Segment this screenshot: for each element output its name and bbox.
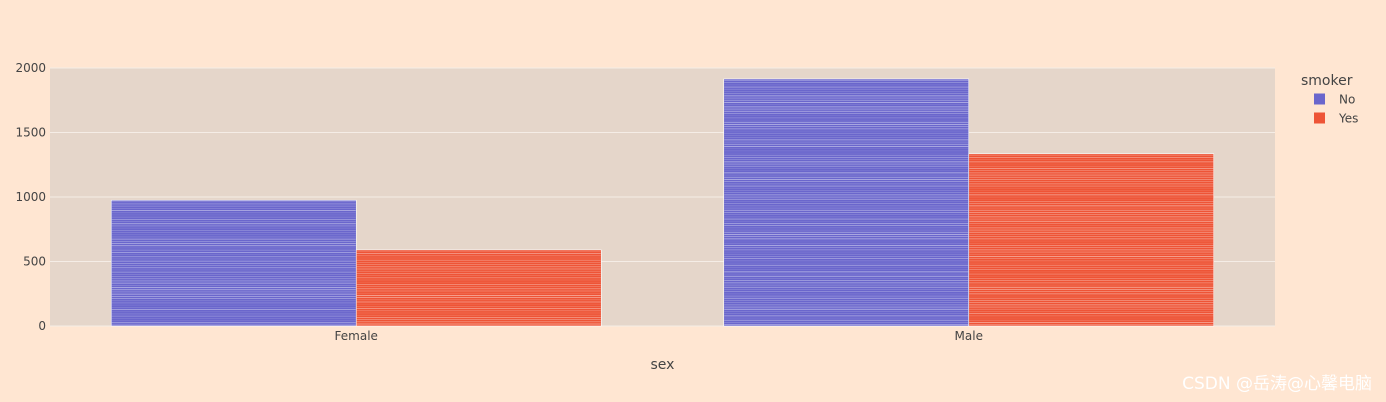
- x-tick-label: Male: [955, 329, 983, 343]
- legend-swatch: [1314, 112, 1325, 124]
- bar: [723, 78, 970, 327]
- y-tick-label: 1500: [15, 126, 46, 140]
- y-tick-label: 2000: [15, 61, 46, 75]
- y-tick-label: 500: [23, 255, 46, 269]
- y-tick-label: 1000: [15, 190, 46, 204]
- legend-item-label: Yes: [1338, 112, 1358, 126]
- y-tick-labels: 0 500 1000 1500 2000: [15, 61, 46, 333]
- legend-item-label: No: [1339, 93, 1355, 107]
- watermark-text: CSDN @岳涛@心馨电脑: [1182, 374, 1372, 394]
- x-axis-title: sex: [651, 357, 675, 373]
- legend-swatch: [1314, 93, 1325, 105]
- legend: smoker No Yes: [1301, 73, 1358, 126]
- x-tick-labels: Female Male: [335, 329, 983, 343]
- y-tick-label: 0: [38, 319, 46, 333]
- bar: [355, 249, 602, 327]
- x-tick-label: Female: [335, 329, 378, 343]
- bars: [110, 78, 1215, 327]
- bar: [110, 199, 357, 327]
- bar: [968, 153, 1215, 327]
- legend-title: smoker: [1301, 73, 1353, 89]
